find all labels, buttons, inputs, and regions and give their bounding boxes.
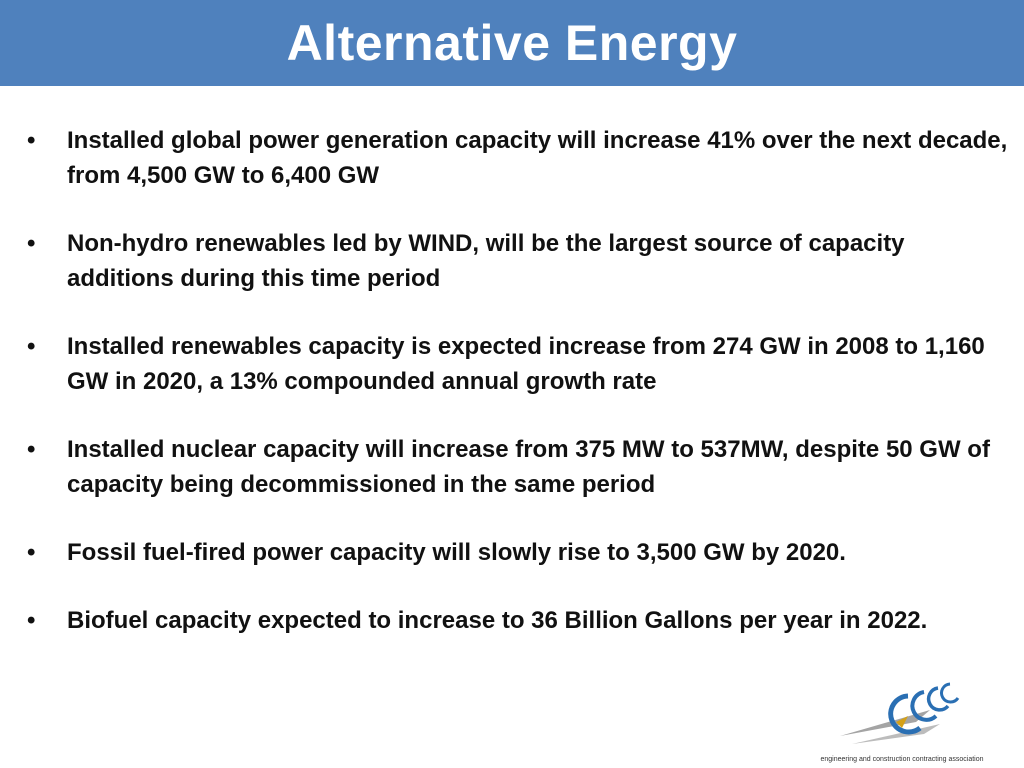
ecc-logo-icon	[840, 682, 960, 744]
bullet-item: • Biofuel capacity expected to increase …	[0, 603, 1024, 638]
bullet-dot-icon: •	[27, 436, 36, 463]
bullet-text: Installed renewables capacity is expecte…	[67, 333, 985, 395]
bullet-item: • Installed nuclear capacity will increa…	[0, 432, 1024, 502]
bullet-dot-icon: •	[27, 230, 36, 257]
bullet-dot-icon: •	[27, 539, 36, 566]
bullet-dot-icon: •	[27, 607, 36, 634]
bullet-text: Installed nuclear capacity will increase…	[67, 436, 990, 498]
bullet-item: • Installed global power generation capa…	[0, 123, 1024, 193]
slide-title: Alternative Energy	[286, 15, 738, 71]
bullet-text: Installed global power generation capaci…	[67, 127, 1008, 189]
bullet-text: Biofuel capacity expected to increase to…	[67, 607, 928, 634]
bullet-dot-icon: •	[27, 127, 36, 154]
bullet-item: • Non-hydro renewables led by WIND, will…	[0, 226, 1024, 296]
bullet-dot-icon: •	[27, 333, 36, 360]
bullet-text: Fossil fuel-fired power capacity will sl…	[67, 539, 846, 566]
logo-caption: engineering and construction contracting…	[820, 756, 984, 763]
bullet-text: Non-hydro renewables led by WIND, will b…	[67, 230, 905, 292]
title-bar	[0, 0, 1024, 86]
bullet-list: • Installed global power generation capa…	[0, 123, 1024, 671]
bullet-item: • Fossil fuel-fired power capacity will …	[0, 535, 1024, 570]
ecc-logo: engineering and construction contracting…	[812, 676, 992, 766]
bullet-item: • Installed renewables capacity is expec…	[0, 329, 1024, 399]
